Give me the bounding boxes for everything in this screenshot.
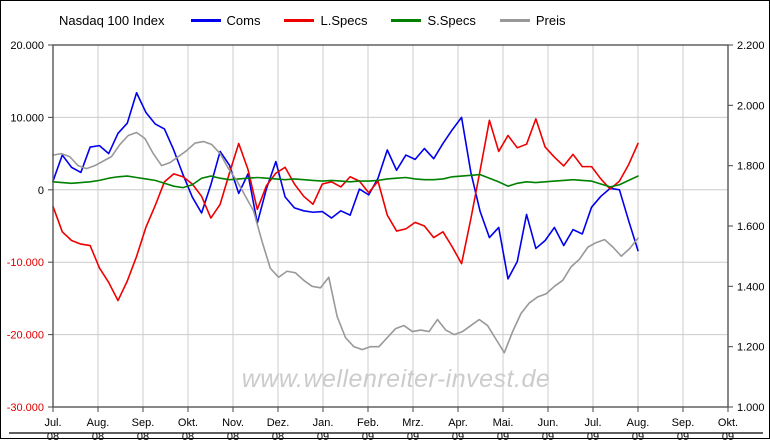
svg-text:1.000: 1.000 <box>737 402 765 414</box>
svg-text:08: 08 <box>137 431 149 440</box>
legend-item-coms[interactable]: Coms <box>190 12 261 28</box>
svg-text:08: 08 <box>182 431 194 440</box>
x-category-axis: Jul. 08 Aug. 08 Sep. 08 Okt. 08 Nov. 08 Dez. 08 Jan.… <box>44 407 738 440</box>
svg-text:Okt.: Okt. <box>718 417 738 429</box>
svg-text:Apr.: Apr. <box>448 417 468 429</box>
svg-text:08: 08 <box>227 431 239 440</box>
svg-text:2.200: 2.200 <box>737 40 765 52</box>
svg-text:Nov.: Nov. <box>222 417 244 429</box>
svg-text:09: 09 <box>452 431 464 440</box>
svg-text:Mai.: Mai. <box>493 417 514 429</box>
svg-text:09: 09 <box>722 431 734 440</box>
series-line-preis <box>52 131 639 354</box>
svg-text:Jul.: Jul. <box>584 417 601 429</box>
svg-text:Dez.: Dez. <box>267 417 290 429</box>
series-line-coms <box>52 91 639 280</box>
plot-background <box>53 45 728 407</box>
svg-text:1.600: 1.600 <box>737 221 765 233</box>
svg-text:Jan.: Jan. <box>313 417 334 429</box>
svg-text:Feb.: Feb. <box>357 417 379 429</box>
svg-text:09: 09 <box>362 431 374 440</box>
legend-label-sspecs: S.Specs <box>427 12 476 28</box>
svg-text:Aug.: Aug. <box>627 417 650 429</box>
right-value-axis: 2.200 2.000 1.800 1.600 1.400 1.200 1.000 <box>728 40 765 414</box>
legend-item-sspecs[interactable]: S.Specs <box>391 12 476 28</box>
series-line-sspecs <box>52 173 639 189</box>
svg-text:Jun.: Jun. <box>538 417 559 429</box>
legend-label-coms: Coms <box>226 12 261 28</box>
left-value-axis: 20.000 10.000 0 -10.000 -20.000 -30.000 <box>7 40 53 414</box>
svg-text:-30.000: -30.000 <box>7 402 44 414</box>
line-swatch-red-icon <box>284 18 315 22</box>
svg-text:09: 09 <box>497 431 509 440</box>
svg-text:08: 08 <box>92 431 104 440</box>
svg-text:1.200: 1.200 <box>737 342 765 354</box>
svg-text:1.800: 1.800 <box>737 161 765 173</box>
svg-text:Mrz.: Mrz. <box>402 417 423 429</box>
svg-text:-20.000: -20.000 <box>7 330 44 342</box>
line-swatch-green-icon <box>391 18 422 22</box>
legend-item-preis[interactable]: Preis <box>499 12 566 28</box>
line-swatch-gray-icon <box>499 18 530 22</box>
legend-item-lspecs[interactable]: L.Specs <box>284 13 367 28</box>
series-lines <box>52 91 639 354</box>
legend-title: Nasdaq 100 Index <box>59 12 165 28</box>
svg-text:Sep.: Sep. <box>672 417 695 429</box>
svg-text:-10.000: -10.000 <box>7 257 44 269</box>
svg-text:08: 08 <box>272 431 284 440</box>
svg-text:0: 0 <box>38 185 44 197</box>
legend-label-preis: Preis <box>535 12 566 28</box>
svg-text:10.000: 10.000 <box>10 112 44 124</box>
chart-plot-area: www.wellenreiter-invest.de 20.000 10.000 0… <box>1 35 770 440</box>
svg-text:2.000: 2.000 <box>737 100 765 112</box>
svg-text:09: 09 <box>587 431 599 440</box>
svg-text:Aug.: Aug. <box>87 417 110 429</box>
svg-text:Okt.: Okt. <box>178 417 198 429</box>
svg-text:09: 09 <box>407 431 419 440</box>
svg-text:20.000: 20.000 <box>10 40 44 52</box>
chart-canvas: www.wellenreiter-invest.de 20.000 10.000 0… <box>7 40 765 440</box>
legend-label-lspecs: L.Specs <box>320 12 368 28</box>
svg-text:1.400: 1.400 <box>737 281 765 293</box>
chart-legend: Nasdaq 100 Index Coms L.Specs S.Specs Pr… <box>1 7 770 33</box>
svg-text:09: 09 <box>677 431 689 440</box>
svg-text:09: 09 <box>317 431 329 440</box>
svg-text:09: 09 <box>542 431 554 440</box>
svg-text:08: 08 <box>47 431 59 440</box>
line-swatch-blue-icon <box>190 18 221 22</box>
svg-text:Jul.: Jul. <box>44 417 61 429</box>
watermark-text: www.wellenreiter-invest.de <box>242 365 551 393</box>
svg-text:Sep.: Sep. <box>132 417 155 429</box>
svg-text:09: 09 <box>632 431 644 440</box>
